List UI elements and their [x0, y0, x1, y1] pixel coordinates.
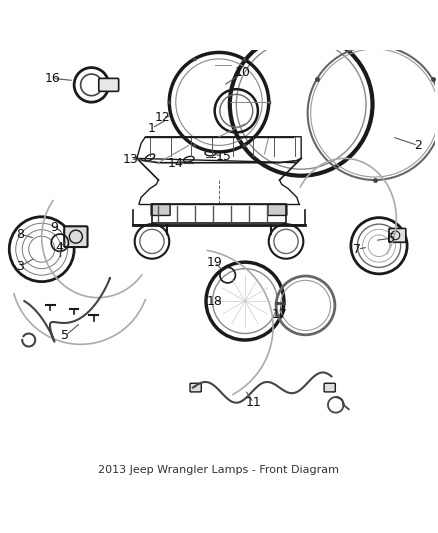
Text: 6: 6 — [386, 232, 394, 245]
Text: 2013 Jeep Wrangler Lamps - Front Diagram: 2013 Jeep Wrangler Lamps - Front Diagram — [99, 465, 339, 475]
Text: 10: 10 — [235, 66, 251, 79]
FancyBboxPatch shape — [64, 227, 88, 247]
FancyBboxPatch shape — [99, 78, 119, 91]
Text: 2: 2 — [414, 139, 422, 152]
Text: 11: 11 — [246, 396, 261, 409]
FancyBboxPatch shape — [324, 383, 336, 392]
FancyBboxPatch shape — [389, 229, 406, 243]
Text: 15: 15 — [215, 150, 231, 163]
FancyBboxPatch shape — [190, 383, 201, 392]
Text: 16: 16 — [45, 72, 60, 85]
Text: 4: 4 — [55, 240, 63, 254]
Text: 9: 9 — [51, 221, 59, 234]
Text: 17: 17 — [272, 308, 287, 320]
Text: 3: 3 — [16, 260, 24, 273]
Text: 19: 19 — [207, 256, 223, 269]
Text: 12: 12 — [155, 111, 171, 124]
Text: 8: 8 — [16, 228, 24, 240]
Text: 14: 14 — [168, 157, 184, 170]
FancyBboxPatch shape — [268, 204, 287, 215]
FancyBboxPatch shape — [151, 204, 170, 215]
Text: 7: 7 — [353, 243, 361, 256]
Text: 5: 5 — [61, 329, 70, 342]
Text: 1: 1 — [148, 122, 156, 135]
Text: 18: 18 — [207, 295, 223, 308]
Text: 13: 13 — [123, 153, 138, 166]
